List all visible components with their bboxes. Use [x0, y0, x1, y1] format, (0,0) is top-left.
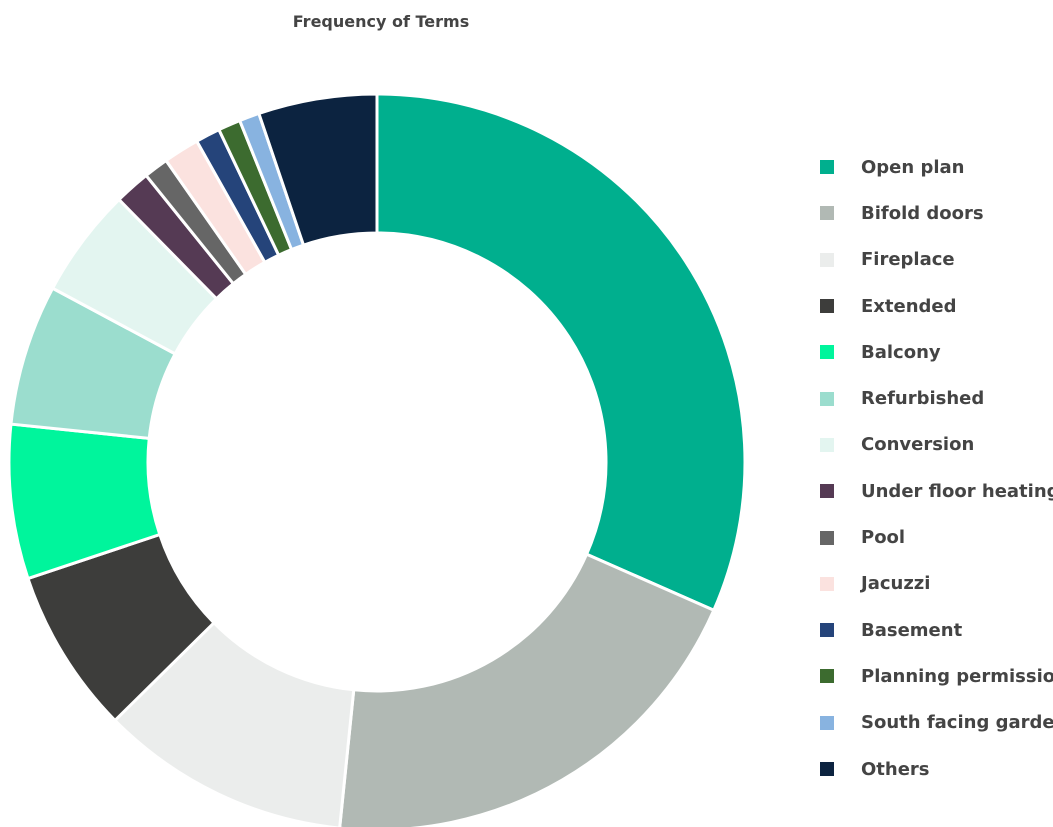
legend-swatch — [820, 160, 834, 175]
legend-label: South facing garden — [861, 712, 1053, 734]
legend-item-open-plan[interactable]: Open plan — [820, 144, 1053, 190]
legend-item-others[interactable]: Others — [820, 746, 1053, 792]
legend-swatch — [820, 484, 834, 499]
legend-item-conversion[interactable]: Conversion — [820, 422, 1053, 468]
slice-open-plan[interactable] — [375, 92, 747, 613]
legend-label: Pool — [861, 527, 906, 549]
legend-label: Extended — [861, 295, 957, 317]
legend-swatch — [820, 437, 834, 452]
legend-swatch — [820, 345, 834, 360]
legend-swatch — [820, 669, 834, 684]
chart-title: Frequency of Terms — [292, 12, 470, 31]
donut-chart — [7, 92, 747, 827]
legend-swatch — [820, 762, 834, 776]
legend-label: Basement — [861, 619, 963, 641]
legend-label: Jacuzzi — [861, 573, 931, 595]
legend-swatch — [820, 530, 834, 545]
legend-label: Under floor heating — [861, 480, 1053, 502]
legend: Open plan Bifold doors Fireplace Extended Ba… — [820, 144, 1053, 792]
legend-item-balcony[interactable]: Balcony — [820, 329, 1053, 375]
legend-swatch — [820, 576, 834, 591]
legend-label: Conversion — [861, 434, 975, 456]
legend-item-south-facing-garden[interactable]: South facing garden — [820, 700, 1053, 746]
slice-bifold-doors[interactable] — [338, 552, 716, 827]
legend-item-pool[interactable]: Pool — [820, 514, 1053, 560]
legend-swatch — [820, 715, 834, 730]
legend-label: Balcony — [861, 341, 941, 363]
legend-item-refurbished[interactable]: Refurbished — [820, 375, 1053, 421]
legend-item-under-floor-heating[interactable]: Under floor heating — [820, 468, 1053, 514]
legend-item-fireplace[interactable]: Fireplace — [820, 237, 1053, 283]
legend-item-extended[interactable]: Extended — [820, 283, 1053, 329]
legend-swatch — [820, 206, 834, 221]
legend-item-bifold-doors[interactable]: Bifold doors — [820, 190, 1053, 236]
legend-swatch — [820, 391, 834, 406]
legend-swatch — [820, 299, 834, 314]
legend-item-planning-permission[interactable]: Planning permission — [820, 653, 1053, 699]
legend-swatch — [820, 623, 834, 638]
legend-label: Planning permission — [861, 665, 1053, 687]
legend-swatch — [820, 252, 834, 267]
legend-label: Refurbished — [861, 388, 985, 410]
slice-others[interactable] — [256, 92, 379, 248]
legend-label: Open plan — [861, 156, 965, 178]
legend-item-jacuzzi[interactable]: Jacuzzi — [820, 561, 1053, 607]
legend-label: Fireplace — [861, 249, 955, 271]
legend-item-basement[interactable]: Basement — [820, 607, 1053, 653]
legend-label: Others — [861, 758, 930, 780]
legend-label: Bifold doors — [861, 202, 984, 224]
